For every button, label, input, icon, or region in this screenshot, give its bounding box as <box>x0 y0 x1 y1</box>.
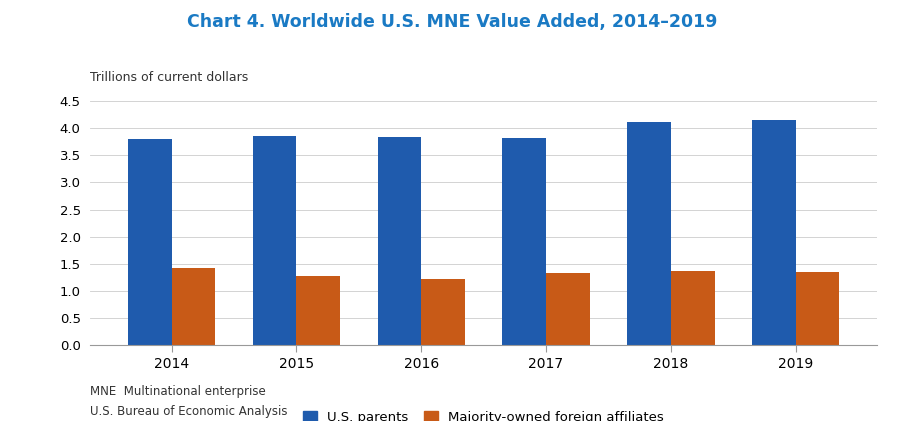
Bar <box>670 271 713 345</box>
Bar <box>751 120 795 345</box>
Text: MNE  Multinational enterprise: MNE Multinational enterprise <box>90 385 265 398</box>
Bar <box>421 279 464 345</box>
Bar <box>627 122 670 345</box>
Bar <box>795 272 839 345</box>
Bar <box>377 137 421 345</box>
Text: Chart 4. Worldwide U.S. MNE Value Added, 2014–2019: Chart 4. Worldwide U.S. MNE Value Added,… <box>187 13 716 31</box>
Bar <box>172 268 215 345</box>
Bar <box>502 139 545 345</box>
Bar <box>545 272 589 345</box>
Bar <box>296 276 340 345</box>
Bar <box>127 139 172 345</box>
Bar <box>253 136 296 345</box>
Text: U.S. Bureau of Economic Analysis: U.S. Bureau of Economic Analysis <box>90 405 287 418</box>
Legend: U.S. parents, Majority-owned foreign affiliates: U.S. parents, Majority-owned foreign aff… <box>298 405 668 421</box>
Text: Trillions of current dollars: Trillions of current dollars <box>90 71 248 84</box>
